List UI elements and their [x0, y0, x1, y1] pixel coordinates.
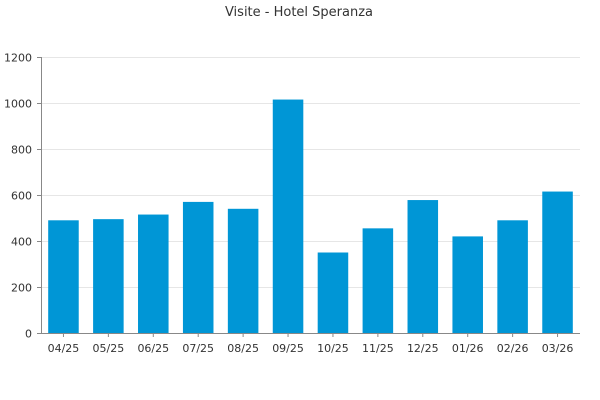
bar-03-26	[542, 191, 573, 333]
chart-title: Visite - Hotel Speranza	[225, 5, 373, 20]
bar-12-25	[407, 200, 439, 333]
y-tick-label: 1000	[4, 98, 32, 111]
x-tick-label: 05/25	[93, 342, 125, 355]
x-tick-label: 06/25	[137, 342, 169, 355]
x-tick-label: 02/26	[497, 342, 529, 355]
y-gridlines	[41, 57, 580, 288]
y-tick-label: 200	[11, 282, 32, 295]
bar-08-25	[227, 208, 259, 333]
x-tick-label: 08/25	[227, 342, 259, 355]
x-tick-label: 01/26	[452, 342, 484, 355]
x-tick-label: 09/25	[272, 342, 304, 355]
x-tick-label: 10/25	[317, 342, 349, 355]
bar-11-25	[362, 228, 394, 333]
bar-07-25	[182, 201, 214, 333]
y-tick-label: 800	[11, 144, 32, 157]
y-tick-labels: 0 200 400 600 800 1000 1200	[4, 52, 32, 341]
bar-04-25	[48, 220, 79, 333]
bar-06-25	[138, 214, 169, 333]
bar-01-26	[452, 236, 483, 333]
axes	[37, 57, 580, 337]
bar-02-26	[497, 220, 528, 333]
bar-05-25	[93, 219, 124, 333]
bar-09-25	[272, 99, 304, 333]
x-tick-label: 03/26	[542, 342, 574, 355]
y-tick-label: 600	[11, 190, 32, 203]
x-tick-label: 07/25	[182, 342, 214, 355]
y-tick-label: 1200	[4, 52, 32, 65]
bars	[48, 99, 573, 333]
x-tick-label: 11/25	[362, 342, 394, 355]
x-tick-label: 04/25	[48, 342, 80, 355]
bar-10-25	[317, 252, 349, 333]
x-tick-label: 12/25	[407, 342, 439, 355]
y-tick-label: 0	[25, 328, 32, 341]
x-tick-labels: 04/25 05/25 06/25 07/25 08/25 09/25 10/25 11/25…	[48, 342, 574, 355]
y-tick-label: 400	[11, 236, 32, 249]
